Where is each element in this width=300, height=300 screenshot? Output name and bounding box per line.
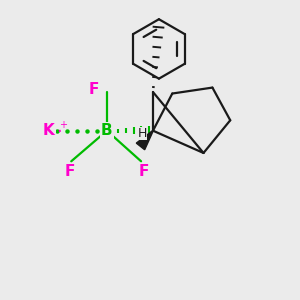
Text: H: H [137, 127, 147, 140]
Text: ·: · [56, 123, 61, 141]
Polygon shape [136, 130, 153, 150]
Text: +: + [59, 120, 67, 130]
Text: F: F [64, 164, 75, 179]
Text: B: B [101, 123, 113, 138]
Text: F: F [89, 82, 100, 97]
Text: F: F [139, 164, 149, 179]
Text: K: K [43, 123, 55, 138]
